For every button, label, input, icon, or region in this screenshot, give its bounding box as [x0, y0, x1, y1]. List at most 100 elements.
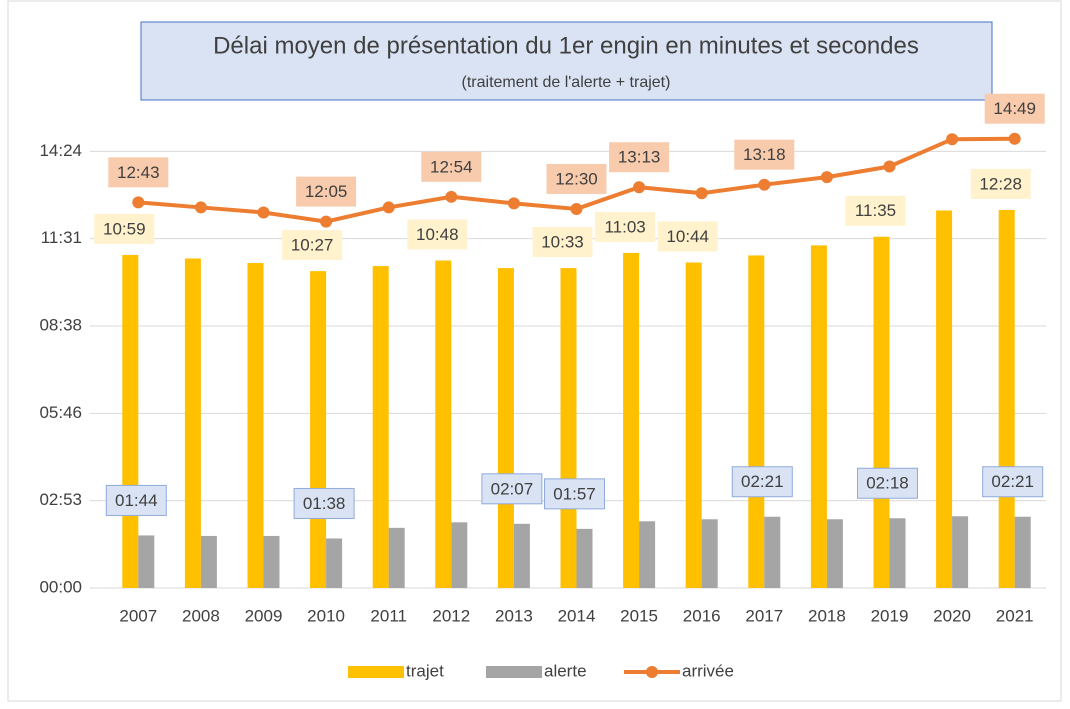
x-tick-label: 2018: [808, 606, 846, 625]
labels: 10:59 10:27 10:48 10:33 11:03 10:44 11:35 12:28…: [94, 93, 1045, 680]
x-tick-label: 2012: [432, 606, 470, 625]
bar: [998, 209, 1015, 588]
bar: [138, 535, 155, 588]
bar: [873, 236, 890, 588]
data-label: 11:35: [855, 201, 896, 220]
legend-label: trajet: [406, 661, 444, 680]
legend-label: arrivée: [682, 661, 734, 680]
x-tick-label: 2015: [620, 606, 658, 625]
data-label: 01:38: [303, 494, 346, 513]
data-label-box: [282, 230, 343, 261]
data-label: 12:43: [117, 163, 160, 182]
data-label: 12:28: [979, 174, 1022, 193]
bar: [372, 266, 389, 588]
bar: [701, 519, 718, 588]
data-label-box: [982, 466, 1044, 498]
bar: [122, 254, 139, 588]
data-label: 12:54: [430, 157, 473, 176]
data-label: 01:57: [553, 484, 596, 503]
data-label: 02:18: [866, 474, 909, 493]
bar: [326, 538, 343, 588]
bar: [388, 527, 405, 588]
line-point: [194, 201, 207, 214]
data-label: 12:05: [305, 182, 348, 201]
x-tick-label: 2014: [558, 606, 596, 625]
bar: [889, 518, 906, 588]
bar: [513, 523, 530, 588]
data-label-box: [970, 168, 1031, 199]
data-label-box: [94, 213, 155, 244]
line-point: [507, 197, 520, 210]
bar: [497, 268, 514, 588]
data-label: 12:30: [555, 169, 598, 188]
line-point: [883, 160, 896, 173]
y-tick-label: 14:24: [39, 141, 82, 160]
data-label-box: [657, 221, 718, 252]
chart-border: [7, 0, 1062, 702]
data-label: 10:44: [666, 227, 709, 246]
x-tick-label: 2021: [996, 606, 1034, 625]
line-point: [132, 196, 145, 209]
line-point: [695, 187, 708, 200]
bar: [685, 262, 702, 588]
line-point: [758, 178, 771, 191]
y-tick-label: 11:31: [41, 228, 82, 247]
bar: [952, 516, 969, 588]
x-tick-label: 2016: [683, 606, 721, 625]
line-point: [633, 181, 646, 194]
data-label-box: [734, 139, 795, 170]
title-box: [140, 21, 993, 101]
data-label-box: [293, 487, 355, 519]
bar: [810, 245, 827, 589]
data-label: 10:48: [416, 225, 459, 244]
y-tick-label: 08:38: [39, 315, 82, 334]
line-point: [570, 202, 583, 215]
line-point: [320, 215, 333, 228]
y-tick-label: 05:46: [39, 403, 82, 422]
bar: [936, 210, 953, 588]
bar: [826, 519, 843, 588]
data-label-box: [546, 163, 607, 194]
data-label: 10:27: [291, 236, 334, 255]
bar: [764, 516, 781, 588]
x-tick-label: 2008: [182, 606, 220, 625]
y-tick-label: 02:53: [39, 490, 82, 509]
data-label-box: [731, 466, 793, 498]
data-label-box: [544, 478, 605, 510]
bar: [560, 268, 577, 588]
data-label-box: [108, 157, 169, 188]
data-label: 10:59: [103, 219, 146, 238]
bar: [247, 263, 264, 588]
legend-swatch: [646, 666, 658, 678]
line-point: [946, 133, 959, 146]
legend-swatch: [486, 666, 542, 678]
data-label-box: [532, 227, 593, 258]
x-tick-label: 2019: [871, 606, 909, 625]
line-point: [257, 206, 270, 219]
line-point: [1008, 132, 1021, 145]
bar: [435, 260, 452, 588]
legend-swatch: [348, 666, 404, 678]
data-label-box: [609, 142, 670, 173]
y-tick-label: 00:00: [39, 577, 82, 596]
bar: [639, 521, 656, 588]
bar: [451, 522, 468, 588]
x-tick-label: 2010: [307, 606, 345, 625]
data-label-box: [845, 195, 906, 226]
line-point: [382, 201, 395, 214]
x-tick-label: 2017: [745, 606, 783, 625]
x-tick-label: 2020: [933, 606, 971, 625]
data-label-box: [407, 219, 468, 250]
data-label-box: [421, 151, 482, 182]
data-label: 02:21: [991, 472, 1034, 491]
data-label: 14:49: [993, 99, 1036, 118]
data-label-box: [481, 473, 543, 505]
bar: [748, 255, 765, 588]
data-label: 13:18: [743, 145, 786, 164]
data-label-box: [595, 211, 656, 242]
plot: 00:00 02:53 05:46 08:38 11:31 14:24 2007 2008 20…: [39, 132, 1046, 625]
data-label-box: [984, 93, 1045, 124]
bar: [310, 271, 327, 588]
data-label: 02:21: [741, 472, 784, 491]
